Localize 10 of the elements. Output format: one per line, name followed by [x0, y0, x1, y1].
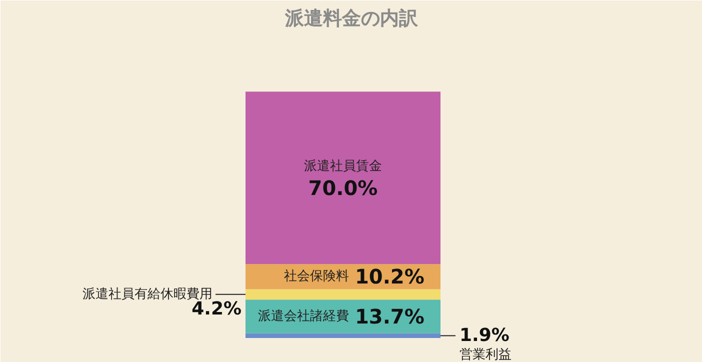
- chart-title: 派遣料金の内訳: [284, 8, 419, 30]
- series-label: 派遣会社諸経費: [258, 308, 349, 324]
- data-label: 1.9%: [460, 325, 510, 346]
- series-label: 派遣社員賃金: [304, 158, 382, 174]
- text: 派遣社員有給休暇費用: [82, 286, 212, 302]
- series-label: 営業利益: [460, 348, 512, 362]
- data-label: 13.7%: [355, 304, 424, 328]
- data-label: 70.0%: [308, 176, 378, 200]
- series-label: 社会保険料: [284, 269, 349, 284]
- data-label: 10.2%: [355, 264, 424, 289]
